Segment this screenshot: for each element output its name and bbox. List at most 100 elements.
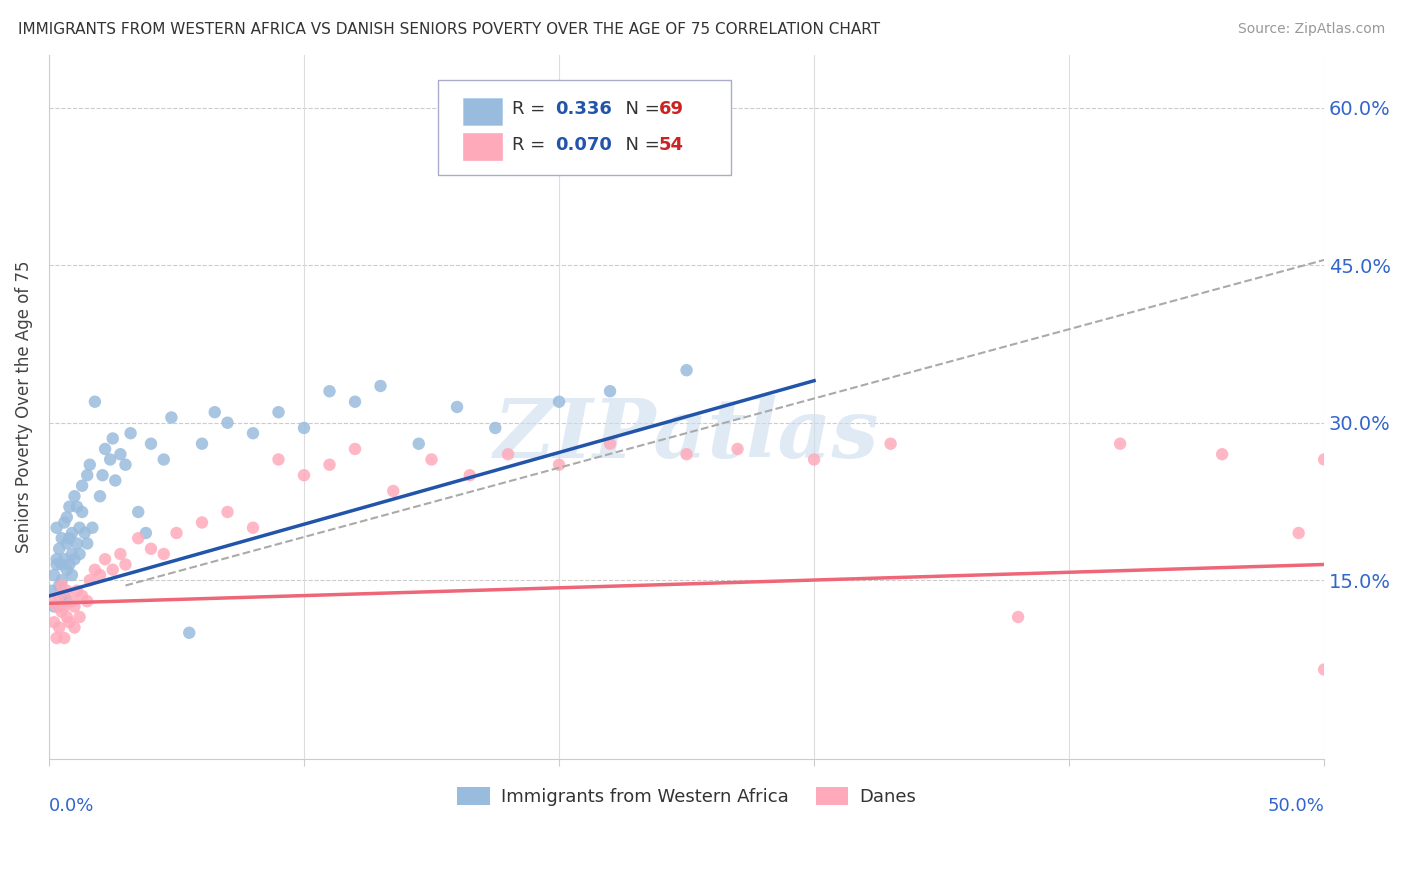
Point <box>45 558 67 572</box>
Point <box>496 447 519 461</box>
Point <box>66 583 89 598</box>
Point <box>204 405 226 419</box>
Point <box>166 526 188 541</box>
Text: ZIPatlas: ZIPatlas <box>494 395 879 475</box>
Point <box>94 552 117 566</box>
Point <box>70 479 93 493</box>
Point <box>110 547 132 561</box>
Point <box>58 558 80 572</box>
Point <box>217 416 239 430</box>
Point <box>83 394 105 409</box>
Point <box>83 563 105 577</box>
Point <box>53 589 76 603</box>
Point <box>69 547 91 561</box>
Point <box>56 510 79 524</box>
Point <box>53 631 76 645</box>
Point <box>114 458 136 472</box>
Point <box>51 605 73 619</box>
Point <box>179 625 201 640</box>
Point <box>599 384 621 399</box>
Point <box>53 552 76 566</box>
Point <box>120 426 142 441</box>
Text: 50.0%: 50.0% <box>1267 797 1324 815</box>
Point <box>45 599 67 614</box>
Point <box>63 599 86 614</box>
Point <box>89 489 111 503</box>
Point <box>101 432 124 446</box>
Point <box>89 568 111 582</box>
Point <box>69 521 91 535</box>
Text: Source: ZipAtlas.com: Source: ZipAtlas.com <box>1237 22 1385 37</box>
Legend: Immigrants from Western Africa, Danes: Immigrants from Western Africa, Danes <box>450 780 922 814</box>
Point <box>98 452 121 467</box>
Point <box>217 505 239 519</box>
Point <box>45 631 67 645</box>
Point <box>58 500 80 514</box>
Point <box>51 578 73 592</box>
Point <box>76 536 98 550</box>
Point <box>879 436 901 450</box>
Point <box>56 610 79 624</box>
Point <box>242 426 264 441</box>
Point <box>42 568 65 582</box>
Point <box>191 516 214 530</box>
Point <box>48 620 70 634</box>
Point <box>76 594 98 608</box>
Point <box>1288 526 1310 541</box>
Point <box>45 552 67 566</box>
Point <box>675 363 697 377</box>
Point <box>101 563 124 577</box>
Point <box>58 615 80 630</box>
Point <box>51 531 73 545</box>
Point <box>60 547 83 561</box>
Point <box>343 394 366 409</box>
Text: R =: R = <box>512 100 551 119</box>
Text: N =: N = <box>614 100 665 119</box>
Text: 69: 69 <box>658 100 683 119</box>
Text: 0.336: 0.336 <box>555 100 612 119</box>
Point <box>135 526 157 541</box>
Point <box>152 547 174 561</box>
Point <box>58 531 80 545</box>
Point <box>51 574 73 588</box>
Point <box>675 447 697 461</box>
Point <box>1109 436 1132 450</box>
Point <box>51 558 73 572</box>
Point <box>63 620 86 634</box>
Text: R =: R = <box>512 136 551 153</box>
Point <box>446 400 468 414</box>
Point <box>110 447 132 461</box>
Point <box>45 521 67 535</box>
Point <box>63 552 86 566</box>
Point <box>408 436 430 450</box>
Point <box>370 379 392 393</box>
Point <box>56 594 79 608</box>
Point <box>292 468 315 483</box>
Text: 0.0%: 0.0% <box>49 797 94 815</box>
Point <box>139 436 162 450</box>
Point <box>79 458 101 472</box>
Point <box>79 574 101 588</box>
Point <box>42 615 65 630</box>
Point <box>41 594 63 608</box>
Point <box>1313 452 1336 467</box>
Point <box>70 589 93 603</box>
Point <box>60 526 83 541</box>
Point <box>82 521 104 535</box>
Point <box>484 421 506 435</box>
Point <box>94 442 117 456</box>
Point <box>56 583 79 598</box>
Point <box>343 442 366 456</box>
Point <box>42 599 65 614</box>
Point <box>318 384 340 399</box>
Point <box>66 536 89 550</box>
Point <box>76 468 98 483</box>
Point <box>599 436 621 450</box>
Point <box>91 468 114 483</box>
Text: N =: N = <box>614 136 665 153</box>
Point <box>63 489 86 503</box>
Point <box>48 541 70 556</box>
Point <box>318 458 340 472</box>
Text: 54: 54 <box>658 136 683 153</box>
Point <box>48 589 70 603</box>
